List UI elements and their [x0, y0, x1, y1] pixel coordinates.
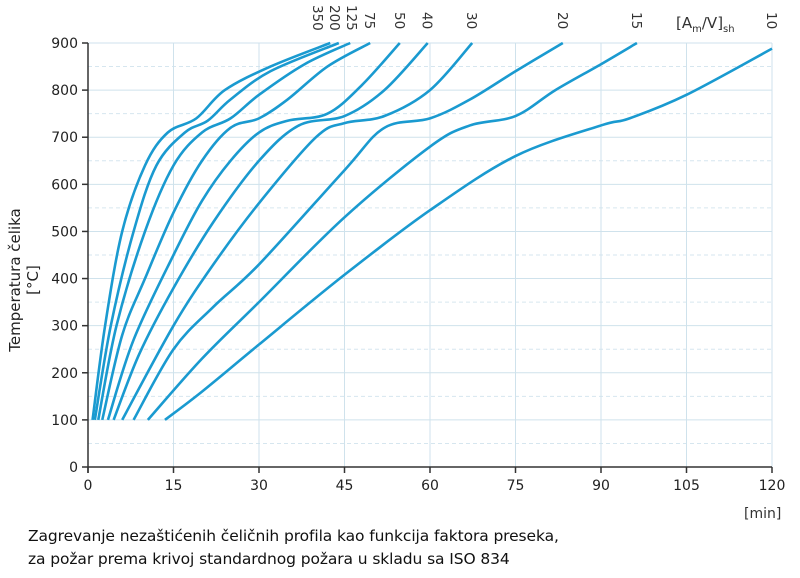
caption-line-2: za požar prema krivoj standardnog požara…: [28, 550, 510, 568]
y-tick-label: 700: [51, 130, 78, 146]
series-line-20: [132, 41, 564, 421]
series-label-200: 200: [326, 5, 342, 31]
series-label-20: 20: [554, 12, 570, 29]
y-tick-label: 100: [51, 413, 78, 429]
series-line-15: [146, 41, 638, 421]
x-axis-unit: [min]: [744, 506, 782, 522]
x-tick-label: 30: [250, 478, 268, 494]
series-label-350: 350: [309, 5, 325, 31]
series-line-50: [106, 42, 401, 421]
y-tick-label: 600: [51, 177, 78, 193]
x-tick-label: 0: [84, 478, 93, 494]
y-tick-label: 200: [51, 366, 78, 382]
series-line-40: [112, 42, 429, 421]
series-line-10: [164, 47, 773, 421]
x-tick-label: 90: [592, 478, 610, 494]
series-label-75: 75: [361, 12, 377, 29]
x-tick-label: 15: [165, 478, 183, 494]
series-label-30: 30: [463, 12, 479, 29]
series-line-350: [91, 41, 331, 421]
y-tick-label: 300: [51, 319, 78, 335]
legend-header-sub1: m: [692, 24, 702, 35]
series-line-200: [93, 41, 340, 421]
series-label-40: 40: [419, 12, 435, 29]
legend-header: [Am/V]sh: [676, 14, 735, 35]
series-line-30: [121, 42, 474, 421]
series-label-15: 15: [628, 12, 644, 29]
series-label-125: 125: [343, 5, 359, 31]
y-tick-label: 900: [51, 36, 78, 52]
series-line-75: [100, 41, 371, 421]
y-tick-label: 800: [51, 83, 78, 99]
series-label-10: 10: [763, 12, 779, 29]
caption-line-1: Zagrevanje nezaštićenih čeličnih profila…: [28, 527, 559, 545]
y-tick-label: 0: [69, 460, 78, 476]
series-label-50: 50: [391, 12, 407, 29]
x-tick-label: 120: [759, 478, 786, 494]
legend-header-sub2: sh: [723, 24, 735, 35]
y-tick-label: 500: [51, 224, 78, 240]
x-tick-label: 75: [507, 478, 525, 494]
x-tick-label: 105: [673, 478, 700, 494]
y-axis-title: Temperatura čelika [°C]: [6, 208, 42, 352]
series-line-125: [96, 41, 351, 421]
x-tick-label: 60: [421, 478, 439, 494]
y-tick-label: 400: [51, 272, 78, 288]
legend-header-b: /V]: [701, 14, 724, 32]
legend-header-a: [A: [676, 14, 693, 32]
x-tick-label: 45: [336, 478, 354, 494]
